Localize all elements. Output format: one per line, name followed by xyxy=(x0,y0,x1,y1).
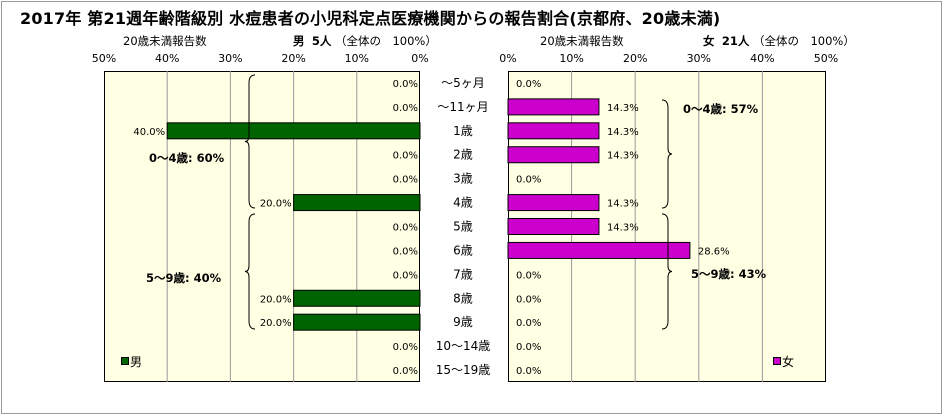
female-data-label: 14.3% xyxy=(607,151,639,162)
male-data-label: 20.0% xyxy=(260,294,292,305)
right-x-tick-label: 20% xyxy=(623,52,647,65)
female-data-label: 28.6% xyxy=(698,246,730,257)
male-data-label: 0.0% xyxy=(393,151,418,162)
left-x-tick-label: 0% xyxy=(411,52,428,65)
age-category-label: 15～19歳 xyxy=(436,363,491,377)
right-bracket-5-9 xyxy=(661,213,673,330)
female-data-label: 0.0% xyxy=(516,294,541,305)
right-x-tick-label: 40% xyxy=(750,52,774,65)
left-x-tick-label: 20% xyxy=(281,52,305,65)
right-bracket-0-4 xyxy=(661,99,673,209)
age-category-label: 7歳 xyxy=(453,267,473,281)
female-data-label: 0.0% xyxy=(516,79,541,90)
male-data-label: 0.0% xyxy=(393,223,418,234)
left-bracket-0-4 xyxy=(244,74,256,209)
female-data-label: 14.3% xyxy=(607,103,639,114)
right-total-label: （全体の 100%） xyxy=(752,34,855,48)
male-bar xyxy=(166,122,421,140)
left-count-label: 5人 xyxy=(311,34,332,48)
right-x-tick-label: 10% xyxy=(559,52,583,65)
female-data-label: 0.0% xyxy=(516,366,541,377)
male-bar xyxy=(293,289,421,307)
female-data-label: 0.0% xyxy=(516,342,541,353)
age-category-label: 8歳 xyxy=(453,291,473,305)
right-axis-caption: 20歳未満報告数 xyxy=(540,34,624,48)
left-sex-label: 男 xyxy=(293,34,305,48)
male-data-label: 20.0% xyxy=(260,318,292,329)
chart-title: 2017年 第21週年齢階級別 水痘患者の小児科定点医療機関からの報告割合(京都… xyxy=(20,9,721,28)
female-data-label: 0.0% xyxy=(516,270,541,281)
male-bar xyxy=(293,313,421,331)
left-x-tick-label: 30% xyxy=(218,52,242,65)
male-data-label: 20.0% xyxy=(260,199,292,210)
right-x-tick-label: 30% xyxy=(687,52,711,65)
female-data-label: 0.0% xyxy=(516,175,541,186)
male-data-label: 0.0% xyxy=(393,270,418,281)
left-bracket-5-9 xyxy=(244,213,256,330)
left-group-label-5-9: 5～9歳: 40% xyxy=(146,271,222,285)
left-total-label: （全体の 100%） xyxy=(334,34,437,48)
male-data-label: 0.0% xyxy=(393,246,418,257)
left-x-tick-label: 50% xyxy=(92,52,116,65)
female-bar xyxy=(507,98,600,116)
left-legend-label: 男 xyxy=(130,355,143,369)
female-data-label: 0.0% xyxy=(516,318,541,329)
age-category-label: 5歳 xyxy=(453,220,473,234)
left-x-tick-label: 40% xyxy=(155,52,179,65)
male-data-label: 0.0% xyxy=(393,103,418,114)
female-bar xyxy=(507,218,600,235)
male-data-label: 0.0% xyxy=(393,366,418,377)
left-legend: 男 xyxy=(121,353,142,370)
right-sex-count: 女 21人 （全体の 100%） xyxy=(703,33,855,49)
male-data-label: 40.0% xyxy=(133,127,165,138)
left-sex-count: 男 5人 （全体の 100%） xyxy=(293,33,437,49)
right-count-label: 21人 xyxy=(721,34,750,48)
right-group-label-0-4: 0～4歳: 57% xyxy=(683,102,759,116)
age-category-label: 9歳 xyxy=(453,315,473,329)
left-group-label-0-4: 0～4歳: 60% xyxy=(149,151,225,165)
female-bar xyxy=(507,146,600,164)
right-legend-label: 女 xyxy=(782,355,795,369)
age-category-label: 10～14歳 xyxy=(436,339,491,353)
age-category-label: ～11ヶ月 xyxy=(437,100,488,114)
age-category-label: 2歳 xyxy=(453,148,473,162)
age-category-label: 1歳 xyxy=(453,124,473,138)
female-data-label: 14.3% xyxy=(607,199,639,210)
right-x-tick-label: 50% xyxy=(814,52,838,65)
right-legend-swatch xyxy=(773,357,781,365)
left-axis-caption: 20歳未満報告数 xyxy=(123,34,207,48)
left-legend-swatch xyxy=(121,357,129,365)
male-data-label: 0.0% xyxy=(393,342,418,353)
male-bar xyxy=(293,194,421,212)
age-category-label: ～5ヶ月 xyxy=(441,76,485,90)
female-bar xyxy=(507,194,600,212)
age-category-label: 6歳 xyxy=(453,243,473,257)
right-legend: 女 xyxy=(773,353,794,370)
right-x-tick-label: 0% xyxy=(499,52,516,65)
right-sex-label: 女 xyxy=(703,34,715,48)
female-bar xyxy=(507,122,600,140)
female-data-label: 14.3% xyxy=(607,223,639,234)
male-data-label: 0.0% xyxy=(393,79,418,90)
left-x-tick-label: 10% xyxy=(345,52,369,65)
age-category-label: 3歳 xyxy=(453,172,473,186)
age-category-label: 4歳 xyxy=(453,196,473,210)
female-bar xyxy=(507,241,691,259)
right-group-label-5-9: 5～9歳: 43% xyxy=(691,267,767,281)
female-data-label: 14.3% xyxy=(607,127,639,138)
male-data-label: 0.0% xyxy=(393,175,418,186)
